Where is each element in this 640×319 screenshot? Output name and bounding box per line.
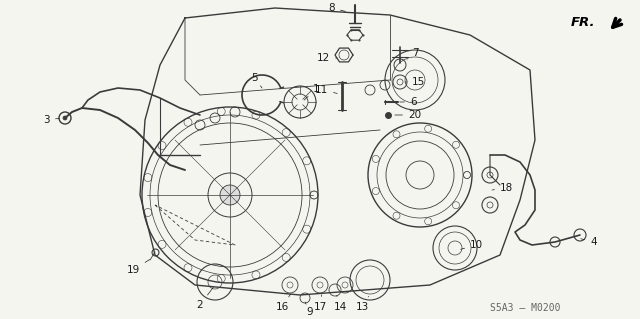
Text: 2: 2 bbox=[196, 287, 213, 310]
Text: 14: 14 bbox=[333, 296, 347, 312]
Text: 1: 1 bbox=[304, 84, 319, 100]
Circle shape bbox=[220, 185, 240, 205]
Text: 4: 4 bbox=[580, 237, 596, 247]
Text: 13: 13 bbox=[355, 296, 369, 312]
Text: S5A3 – M0200: S5A3 – M0200 bbox=[490, 303, 560, 313]
Text: 3: 3 bbox=[44, 115, 60, 125]
Text: 7: 7 bbox=[407, 48, 419, 60]
Circle shape bbox=[63, 116, 67, 120]
Text: 17: 17 bbox=[314, 295, 326, 312]
Text: 20: 20 bbox=[395, 110, 421, 120]
Text: 6: 6 bbox=[400, 97, 417, 107]
Text: 18: 18 bbox=[492, 183, 513, 193]
Text: 11: 11 bbox=[315, 85, 337, 95]
Text: 10: 10 bbox=[461, 240, 483, 250]
Text: FR.: FR. bbox=[570, 16, 595, 28]
Text: 19: 19 bbox=[127, 259, 150, 275]
Text: 16: 16 bbox=[275, 294, 291, 312]
Text: 9: 9 bbox=[305, 302, 314, 317]
Text: 15: 15 bbox=[405, 77, 425, 87]
Text: 12: 12 bbox=[317, 53, 337, 63]
Text: 8: 8 bbox=[328, 3, 346, 13]
Text: 5: 5 bbox=[252, 73, 262, 88]
